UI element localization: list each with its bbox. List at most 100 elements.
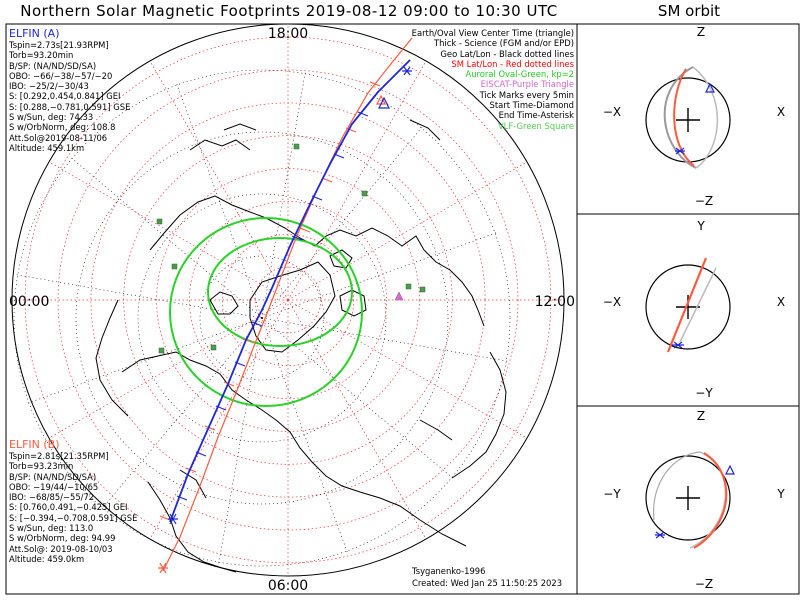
elfin-a-line: Tspin=2.73s[21.93RPM] [9, 40, 109, 50]
elfin-a-name: ELFIN (A) [9, 27, 60, 40]
map-boundary [11, 23, 565, 577]
geo-meridian [70, 157, 263, 319]
tick-mark [159, 337, 254, 521]
eurasia-coast [149, 195, 485, 327]
axis-label-left: −X [603, 105, 621, 119]
geo-meridian [261, 232, 498, 319]
geo-latitude-circle [13, 69, 511, 567]
axis-label-bottom: −Z [695, 194, 713, 208]
tick-mark [291, 111, 369, 241]
axis-label-top: Y [696, 219, 705, 233]
geo-meridian [261, 317, 348, 554]
geo-meridian [261, 317, 509, 362]
orbit-track-a [679, 267, 717, 343]
geo-latitude-circle [75, 131, 449, 505]
sm-meridian [48, 161, 289, 301]
elfin-b-end-asterisk [158, 562, 168, 574]
vlf-square [171, 263, 178, 270]
sm-meridian [287, 60, 427, 301]
legend: Earth/Oval View Center Time (triangle) Th… [412, 28, 574, 131]
coastlines [95, 119, 507, 573]
elfin-a-line: S w/OrbNorm, deg: 108.8 [9, 122, 116, 133]
legend-entry: Start Time-Diamond [489, 100, 574, 111]
sm-latitude-circle [24, 36, 552, 564]
axis-label-left: −X [603, 295, 621, 309]
sm-meridian [48, 299, 289, 439]
sm-meridian [287, 161, 528, 301]
axis-label-right: X [777, 105, 785, 119]
elfin-a-view-triangle [378, 96, 390, 109]
geo-meridian [261, 71, 306, 319]
orbit-asterisk [655, 531, 665, 539]
geo-meridian [101, 317, 263, 510]
sm-latitude-circle [156, 168, 420, 432]
elfin-b-line: Torb=93.23min [9, 461, 74, 472]
elfin-b-line: OBO: −19/44/−10/65 [9, 481, 99, 492]
orbit-triangle [705, 82, 715, 93]
greenland-coast [249, 261, 336, 353]
vlf-square [210, 344, 217, 351]
vlf-square [361, 190, 368, 197]
tick-mark [176, 321, 263, 501]
vlf-square [405, 283, 412, 290]
axes-cross [676, 486, 700, 510]
auroral-oval-inner [207, 237, 353, 347]
orbit-panel-xy: Y −Y −X X [603, 219, 785, 400]
north-america-coast [121, 351, 467, 547]
legend-entry: Auroral Oval-Green, kp=2 [465, 69, 574, 80]
elfin-a-line: S: [0.288,−0.781,0.591] GSE [9, 101, 131, 112]
legend-entry: Earth/Oval View Center Time (triangle) [411, 28, 574, 38]
orbit-track-b [693, 452, 728, 549]
geo-meridian [15, 274, 263, 319]
legend-entry: Thick - Science (FGM and/or EPD) [433, 38, 574, 49]
sm-meridian [287, 299, 427, 540]
axis-label-left: −Y [603, 487, 621, 501]
south-america-coast [147, 481, 237, 573]
orbit-panel-yz: Z −Z −Y Y [603, 409, 785, 591]
tick-mark [299, 81, 381, 233]
elfin-b-line: IBO: −68/85/−55/72 [9, 492, 95, 503]
geo-meridian [261, 126, 423, 319]
auroral-oval-outer [169, 217, 363, 407]
axis-label-top: Z [697, 409, 705, 423]
geo-latitude-circle [199, 255, 325, 381]
elfin-b-track [162, 37, 413, 572]
asia-pacific-coast [451, 351, 507, 479]
axis-label-bottom: −Y [695, 386, 713, 400]
coast-fragments [179, 119, 453, 499]
orbit-panel-xz: Z −Z −X X [603, 25, 785, 208]
legend-entry: VLF-Green Square [497, 120, 574, 131]
geo-meridian [176, 82, 263, 319]
elfin-b-line: S: [−0.394,−0.708,0.591] GSE [9, 512, 138, 523]
elfin-a-end-asterisk [168, 513, 178, 525]
sm-latitude-circle [57, 69, 519, 531]
geo-meridian [26, 317, 263, 404]
sm-meridian [149, 299, 289, 540]
legend-entry: Geo Lat/Lon - Black dotted lines [440, 48, 574, 59]
auroral-oval [169, 217, 363, 407]
elfin-b-footprint [159, 37, 413, 572]
geo-meridian [218, 317, 263, 565]
elfin-b-line: S: [0.760,0.491,−0.425] GEI [9, 502, 128, 513]
vlf-square [156, 218, 163, 225]
elfin-a-footprint [168, 59, 412, 525]
legend-entry: EISCAT-Purple Triangle [480, 79, 574, 90]
elfin-b-line: S w/Sun, deg: 113.0 [9, 523, 94, 534]
sm-meridian [287, 299, 528, 439]
elfin-a-line: S: [0.292,0.454,0.841] GEI [9, 91, 121, 102]
eiscat-triangle [394, 291, 404, 301]
elfin-a-line: OBO: −66/−38/−57/−20 [9, 70, 113, 81]
orbit-track-back [653, 451, 701, 521]
orbit-frame [576, 23, 800, 595]
orbit-track-b [673, 68, 695, 167]
elfin-b-line: Tspin=2.81s[21.35RPM] [9, 451, 109, 461]
mlt-label-bottom: 06:00 [268, 578, 308, 594]
elfin-a-line: Att.Sol@2019-08-11/06 [9, 132, 108, 143]
orbit-asterisk [675, 147, 685, 155]
orbit-asterisk [672, 341, 684, 349]
orbit-triangle [725, 464, 735, 475]
elfin-b-line: Altitude: 459.0km [9, 553, 85, 564]
elfin-a-info: ELFIN (A) Tspin=2.73s[21.93RPM] Torb=93.… [9, 27, 130, 153]
elfin-a-track [169, 59, 411, 523]
